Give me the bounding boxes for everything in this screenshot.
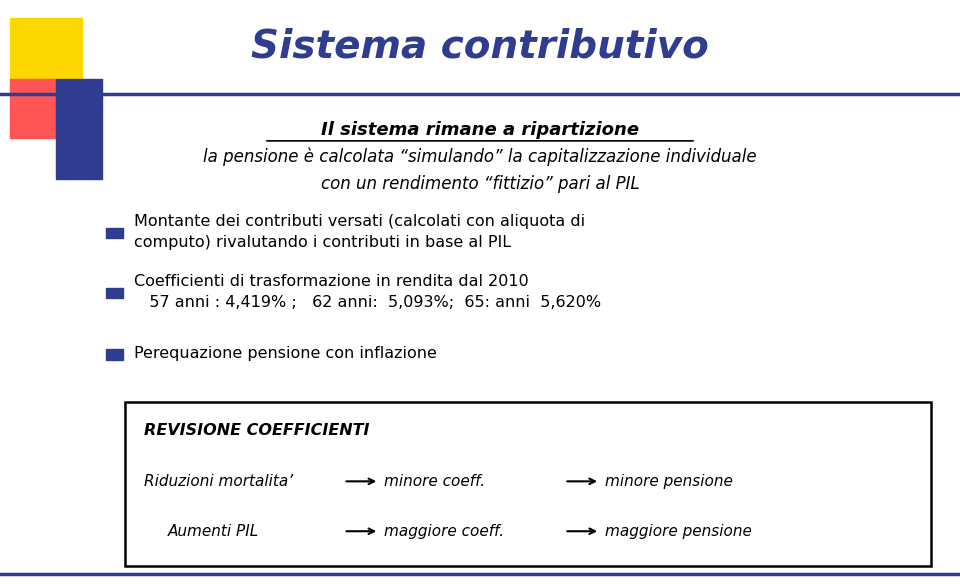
Text: REVISIONE COEFFICIENTI: REVISIONE COEFFICIENTI [144,423,370,438]
Bar [10,79,56,138]
Text: maggiore pensione: maggiore pensione [605,524,752,539]
Text: Aumenti PIL: Aumenti PIL [168,524,259,539]
Bar [56,79,102,138]
Text: Coefficienti di trasformazione in rendita dal 2010
   57 anni : 4,419% ;   62 an: Coefficienti di trasformazione in rendit… [134,274,602,311]
Bar [106,349,123,360]
Bar [10,18,82,79]
Text: Riduzioni mortalita’: Riduzioni mortalita’ [144,474,293,489]
FancyBboxPatch shape [125,402,931,566]
Text: Montante dei contributi versati (calcolati con aliquota di
computo) rivalutando : Montante dei contributi versati (calcola… [134,214,586,251]
Bar [56,138,102,179]
Text: Sistema contributivo: Sistema contributivo [252,28,708,66]
Text: maggiore coeff.: maggiore coeff. [384,524,504,539]
Text: Perequazione pensione con inflazione: Perequazione pensione con inflazione [134,346,437,362]
Bar [106,288,123,298]
Text: Il sistema rimane a ripartizione: Il sistema rimane a ripartizione [321,122,639,139]
Bar [106,228,123,238]
Text: la pensione è calcolata “simulando” la capitalizzazione individuale
con un rendi: la pensione è calcolata “simulando” la c… [204,148,756,193]
Text: minore pensione: minore pensione [605,474,732,489]
Text: minore coeff.: minore coeff. [384,474,485,489]
